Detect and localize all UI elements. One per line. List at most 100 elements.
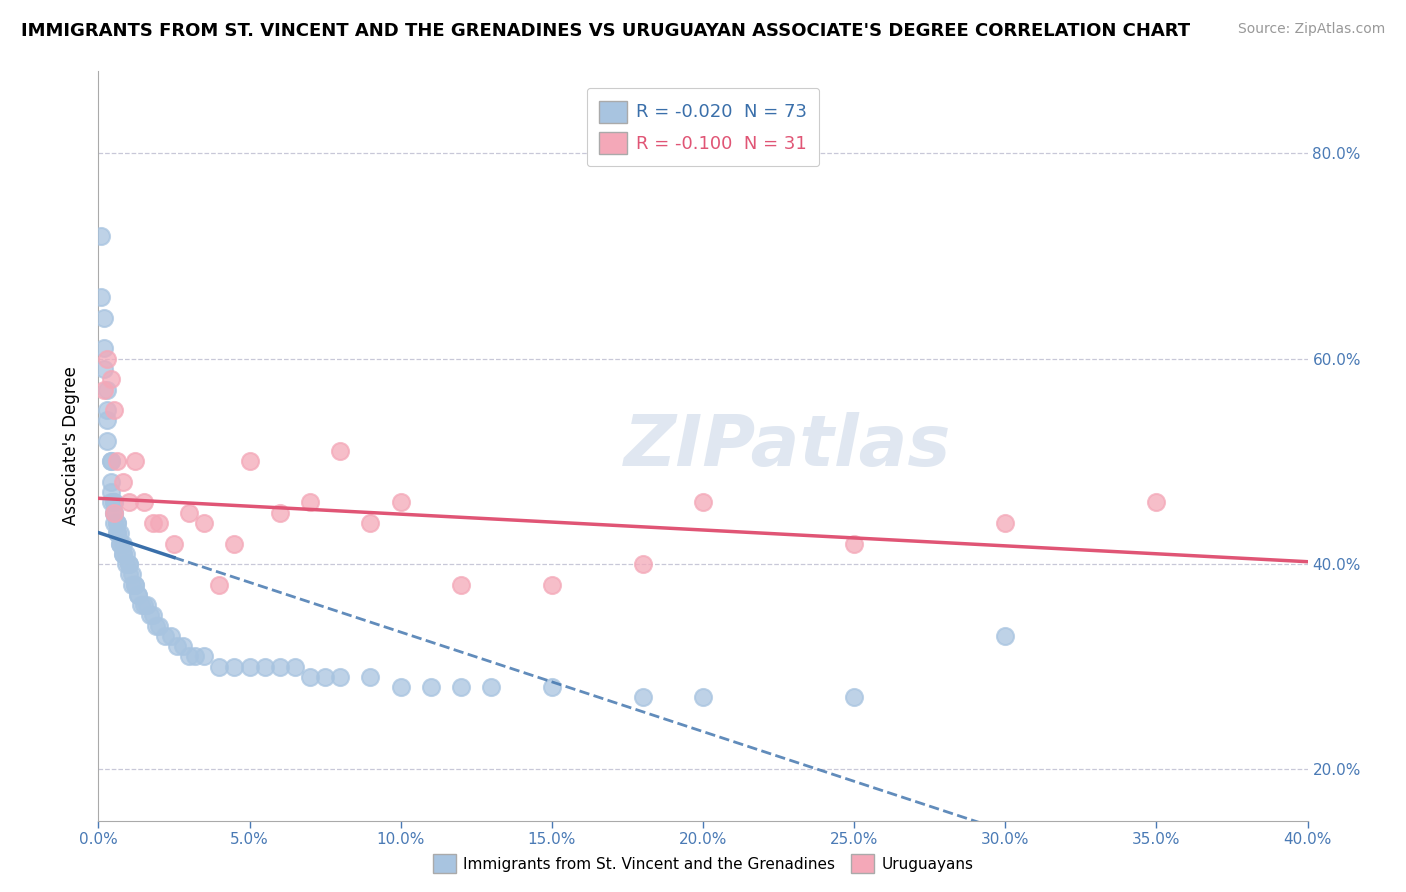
- Point: [90, 228, 112, 243]
- Point: [108, 536, 131, 550]
- Point: [103, 506, 125, 520]
- Point: [184, 649, 207, 664]
- Point: [994, 516, 1017, 530]
- Point: [103, 495, 125, 509]
- Point: [139, 608, 162, 623]
- Point: [124, 577, 146, 591]
- Point: [93, 342, 115, 356]
- Point: [103, 506, 125, 520]
- Point: [132, 598, 155, 612]
- Point: [111, 547, 134, 561]
- Point: [148, 618, 170, 632]
- Point: [118, 557, 141, 571]
- Point: [166, 639, 188, 653]
- Point: [208, 577, 231, 591]
- Point: [142, 516, 165, 530]
- Point: [540, 577, 562, 591]
- Point: [1144, 495, 1167, 509]
- Point: [172, 639, 194, 653]
- Point: [127, 588, 149, 602]
- Point: [389, 680, 412, 694]
- Point: [93, 310, 115, 325]
- Point: [844, 536, 866, 550]
- Point: [96, 403, 118, 417]
- Point: [631, 557, 654, 571]
- Point: [994, 629, 1017, 643]
- Point: [224, 659, 246, 673]
- Point: [124, 454, 146, 468]
- Point: [135, 598, 157, 612]
- Point: [111, 547, 134, 561]
- Point: [118, 567, 141, 582]
- Point: [111, 475, 134, 489]
- Point: [329, 444, 352, 458]
- Point: [224, 536, 246, 550]
- Point: [114, 557, 136, 571]
- Point: [179, 506, 201, 520]
- Point: [540, 680, 562, 694]
- Point: [299, 670, 322, 684]
- Point: [314, 670, 336, 684]
- Point: [105, 516, 128, 530]
- Point: [124, 577, 146, 591]
- Text: Source: ZipAtlas.com: Source: ZipAtlas.com: [1237, 22, 1385, 37]
- Point: [100, 485, 122, 500]
- Point: [105, 526, 128, 541]
- Point: [329, 670, 352, 684]
- Point: [121, 577, 143, 591]
- Point: [118, 557, 141, 571]
- Point: [692, 495, 714, 509]
- Point: [299, 495, 322, 509]
- Point: [481, 680, 503, 694]
- Point: [118, 495, 141, 509]
- Legend: Immigrants from St. Vincent and the Grenadines, Uruguayans: Immigrants from St. Vincent and the Gren…: [425, 847, 981, 880]
- Point: [450, 680, 472, 694]
- Point: [148, 516, 170, 530]
- Point: [96, 413, 118, 427]
- Point: [100, 454, 122, 468]
- Point: [239, 659, 262, 673]
- Point: [179, 649, 201, 664]
- Point: [100, 454, 122, 468]
- Point: [90, 290, 112, 304]
- Point: [239, 454, 262, 468]
- Point: [692, 690, 714, 705]
- Point: [145, 618, 167, 632]
- Point: [269, 659, 291, 673]
- Point: [105, 516, 128, 530]
- Y-axis label: Associate's Degree: Associate's Degree: [62, 367, 80, 525]
- Point: [148, 834, 170, 848]
- Point: [100, 495, 122, 509]
- Point: [96, 383, 118, 397]
- Point: [631, 690, 654, 705]
- Point: [360, 516, 382, 530]
- Point: [100, 372, 122, 386]
- Point: [127, 588, 149, 602]
- Point: [208, 659, 231, 673]
- Point: [142, 608, 165, 623]
- Point: [114, 547, 136, 561]
- Point: [153, 629, 176, 643]
- Point: [389, 495, 412, 509]
- Point: [193, 649, 215, 664]
- Point: [160, 629, 183, 643]
- Point: [163, 536, 186, 550]
- Point: [420, 680, 443, 694]
- Point: [96, 434, 118, 448]
- Point: [108, 536, 131, 550]
- Point: [450, 577, 472, 591]
- Point: [269, 506, 291, 520]
- Point: [96, 351, 118, 366]
- Point: [193, 516, 215, 530]
- Point: [108, 526, 131, 541]
- Point: [360, 670, 382, 684]
- Point: [103, 403, 125, 417]
- Point: [284, 659, 307, 673]
- Point: [111, 536, 134, 550]
- Point: [105, 454, 128, 468]
- Point: [132, 495, 155, 509]
- Point: [93, 383, 115, 397]
- Text: IMMIGRANTS FROM ST. VINCENT AND THE GRENADINES VS URUGUAYAN ASSOCIATE'S DEGREE C: IMMIGRANTS FROM ST. VINCENT AND THE GREN…: [21, 22, 1191, 40]
- Text: ZIPatlas: ZIPatlas: [624, 411, 952, 481]
- Point: [105, 526, 128, 541]
